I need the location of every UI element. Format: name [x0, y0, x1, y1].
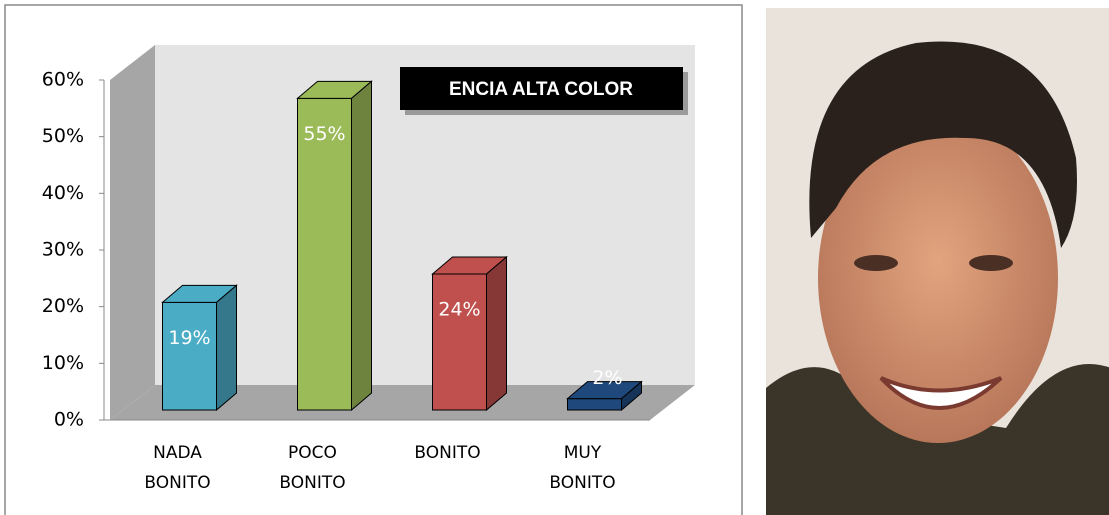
- bar-side: [217, 285, 237, 410]
- x-tick-label: BONITO: [403, 438, 493, 468]
- value-label: 19%: [168, 327, 210, 349]
- bar: [568, 399, 622, 410]
- bar-side: [487, 257, 507, 410]
- y-tick-label: 0%: [54, 409, 84, 431]
- y-tick-label: 40%: [42, 182, 84, 204]
- left-eye: [854, 255, 898, 271]
- side-wall: [110, 45, 155, 420]
- y-tick-label: 20%: [42, 295, 84, 317]
- y-tick-label: 30%: [42, 239, 84, 261]
- bar: [433, 274, 487, 410]
- value-label: 24%: [438, 299, 480, 321]
- bar: [163, 302, 217, 410]
- x-tick-label: MUY BONITO: [538, 438, 628, 498]
- page: 0% 10% 20% 30% 40% 50% 60% 19% 55% 24% 2% ENCIA ALT…: [0, 0, 1109, 515]
- value-label: 55%: [303, 123, 345, 145]
- photo: [766, 8, 1109, 515]
- y-tick-label: 10%: [42, 352, 84, 374]
- bar: [298, 98, 352, 410]
- y-tick-label: 50%: [42, 125, 84, 147]
- chart: 0% 10% 20% 30% 40% 50% 60% 19% 55% 24% 2% ENCIA ALT…: [0, 0, 745, 515]
- bar-side: [352, 81, 372, 410]
- x-tick-label: POCO BONITO: [268, 438, 358, 498]
- x-tick-label: NADA BONITO: [133, 438, 223, 498]
- chart-title: ENCIA ALTA COLOR: [449, 79, 633, 100]
- value-label: 2%: [592, 367, 622, 389]
- y-tick-label: 60%: [42, 69, 84, 91]
- right-eye: [969, 255, 1013, 271]
